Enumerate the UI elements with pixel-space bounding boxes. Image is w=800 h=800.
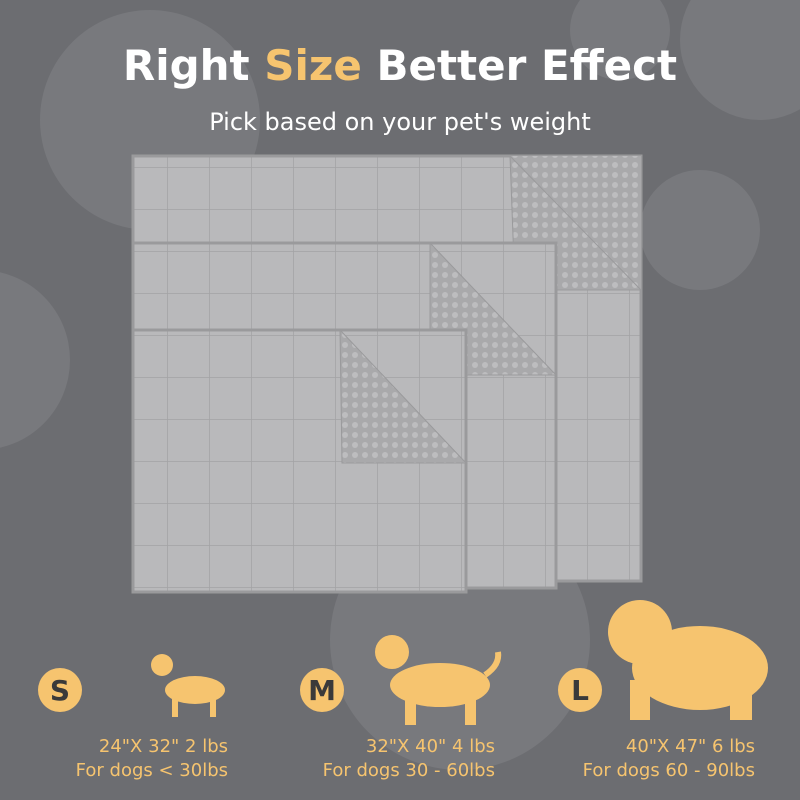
size-dimensions: 40"X 47" 6 lbs: [626, 736, 755, 757]
size-badge: [558, 668, 602, 712]
dog-icons: [151, 600, 768, 725]
size-badge: [38, 668, 82, 712]
size-letter: L: [571, 674, 589, 707]
blankets: [131, 154, 643, 594]
size-badge: [300, 668, 344, 712]
title: Right Size Better Effect: [123, 41, 677, 90]
size-weight: For dogs < 30lbs: [76, 760, 228, 781]
size-letter: M: [308, 674, 336, 707]
size-weight: For dogs 60 - 90lbs: [583, 760, 755, 781]
subtitle: Pick based on your pet's weight: [209, 108, 591, 136]
size-dimensions: 24"X 32" 2 lbs: [99, 736, 228, 757]
size-letter: S: [50, 674, 70, 707]
size-dimensions: 32"X 40" 4 lbs: [366, 736, 495, 757]
size-weight: For dogs 30 - 60lbs: [323, 760, 495, 781]
